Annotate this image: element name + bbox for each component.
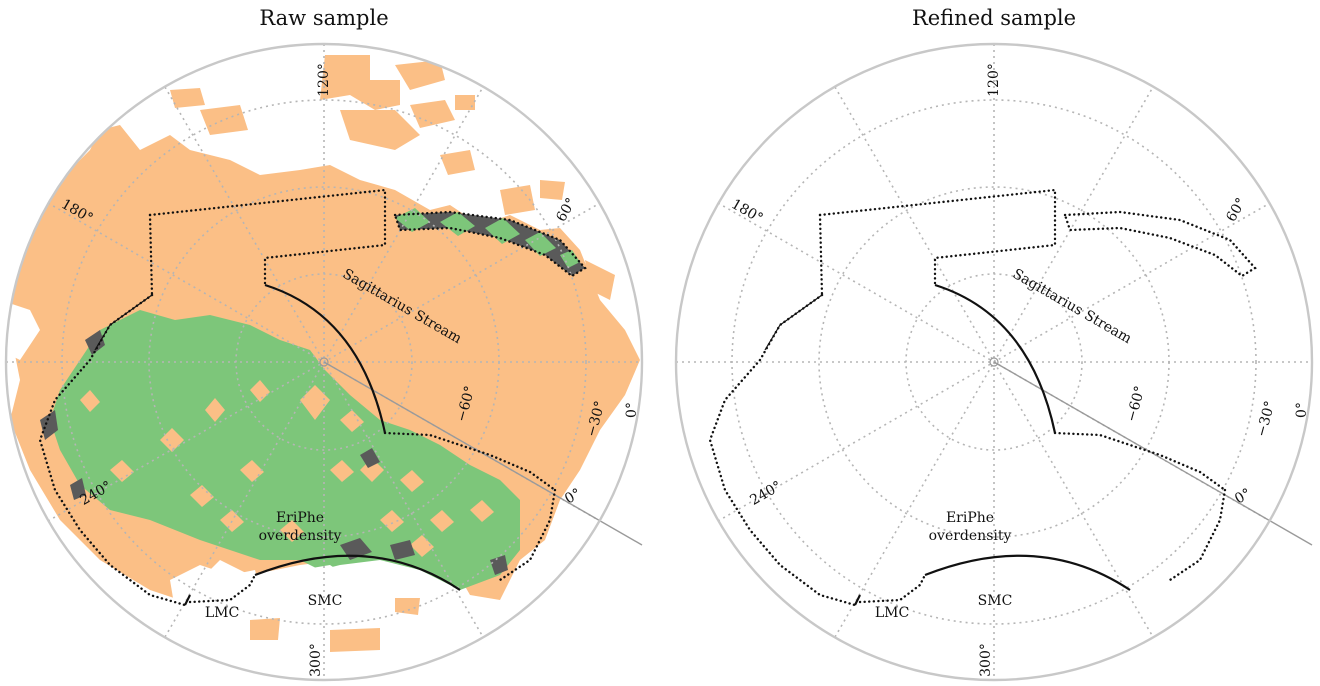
footprint-patch bbox=[455, 95, 475, 110]
selected-region bbox=[720, 310, 915, 495]
label-smc: SMC bbox=[978, 593, 1013, 609]
footprint-patch bbox=[920, 618, 950, 640]
pole-marker bbox=[989, 357, 999, 367]
footprint-patch bbox=[585, 260, 615, 300]
footprint-patch bbox=[500, 185, 535, 215]
footprint-patch bbox=[540, 180, 565, 200]
tick-label: 0° bbox=[1232, 486, 1254, 508]
selected-region bbox=[980, 440, 1010, 470]
footprint-patch bbox=[395, 60, 445, 90]
label-eriphe: EriPhe bbox=[946, 510, 994, 526]
panel-title: Refined sample bbox=[912, 6, 1076, 30]
pole-marker bbox=[319, 357, 329, 367]
masked-patches bbox=[40, 330, 508, 575]
selected-region bbox=[900, 525, 925, 548]
footprint-patch bbox=[1000, 628, 1050, 652]
tick-label: −60° bbox=[1124, 384, 1149, 423]
selected-region bbox=[440, 212, 475, 236]
label-overdensity: overdensity bbox=[259, 528, 342, 544]
footprint-patch bbox=[1125, 95, 1145, 110]
footprint-patch bbox=[250, 618, 280, 640]
tick-label: 120° bbox=[986, 63, 1002, 97]
label-smc: SMC bbox=[308, 593, 343, 609]
tick-label: 180° bbox=[728, 196, 765, 227]
label-eriphe: EriPhe bbox=[276, 510, 324, 526]
survey-boundary-solid bbox=[94, 283, 461, 606]
survey-boundary-solid bbox=[764, 283, 1131, 606]
selected-region bbox=[1100, 480, 1125, 508]
label-overdensity: overdensity bbox=[929, 528, 1012, 544]
footprint-patch bbox=[840, 88, 875, 108]
label-sagittarius-stream: Sagittarius Stream bbox=[1010, 266, 1135, 347]
selected-region bbox=[840, 460, 915, 520]
panel-raw: Raw sample bbox=[4, 6, 644, 682]
footprint-patch bbox=[170, 88, 205, 108]
tick-label: 60° bbox=[1223, 195, 1249, 225]
selected-region bbox=[525, 232, 556, 256]
selected-region bbox=[1050, 470, 1095, 505]
footprint-patch bbox=[1255, 260, 1285, 300]
map-outline bbox=[674, 42, 1314, 682]
tick-label: 300° bbox=[308, 643, 324, 677]
panel-title: Raw sample bbox=[259, 6, 388, 30]
footprint-patch bbox=[1065, 598, 1090, 615]
selected-region bbox=[1075, 512, 1110, 540]
footprint-patch bbox=[1080, 100, 1125, 128]
tick-label: −30° bbox=[1254, 399, 1279, 438]
selected-region bbox=[910, 495, 945, 525]
footprint-patch bbox=[330, 628, 380, 652]
footprint-patch bbox=[200, 105, 248, 135]
tick-label: 300° bbox=[978, 643, 994, 677]
tick-label: 240° bbox=[747, 478, 784, 509]
panel-refined: Refined sample bbox=[674, 6, 1314, 682]
selected-region bbox=[560, 250, 580, 268]
label-lmc: LMC bbox=[875, 605, 909, 621]
tick-label: 0° bbox=[562, 486, 584, 508]
selected-region bbox=[1025, 420, 1085, 470]
tick-label: 0° bbox=[1294, 402, 1310, 418]
tick-label: 0° bbox=[624, 402, 640, 418]
selected-region bbox=[1110, 545, 1170, 580]
survey-boundary bbox=[708, 188, 1257, 607]
selected-region bbox=[850, 425, 885, 460]
footprint-patch bbox=[990, 55, 1070, 110]
footprint-patch bbox=[440, 150, 475, 175]
selected-region bbox=[50, 310, 520, 590]
selected-region bbox=[485, 218, 520, 244]
tick-label: 120° bbox=[316, 63, 332, 97]
footprint-patch bbox=[410, 100, 455, 128]
footprint-patch bbox=[340, 110, 420, 150]
footprint-patch bbox=[1010, 110, 1090, 150]
survey-boundary bbox=[38, 188, 587, 607]
selected-region bbox=[1030, 532, 1065, 555]
footprint-patch bbox=[395, 598, 420, 615]
map-outline bbox=[4, 42, 644, 682]
footprint-holes bbox=[750, 358, 844, 452]
footprint-patch bbox=[1210, 180, 1235, 200]
tick-label: 60° bbox=[553, 195, 579, 225]
footprint-patch bbox=[870, 105, 918, 135]
selected-region bbox=[895, 390, 925, 415]
survey-gap bbox=[295, 565, 345, 600]
label-lmc: LMC bbox=[205, 605, 239, 621]
footprint-patch bbox=[320, 55, 400, 110]
